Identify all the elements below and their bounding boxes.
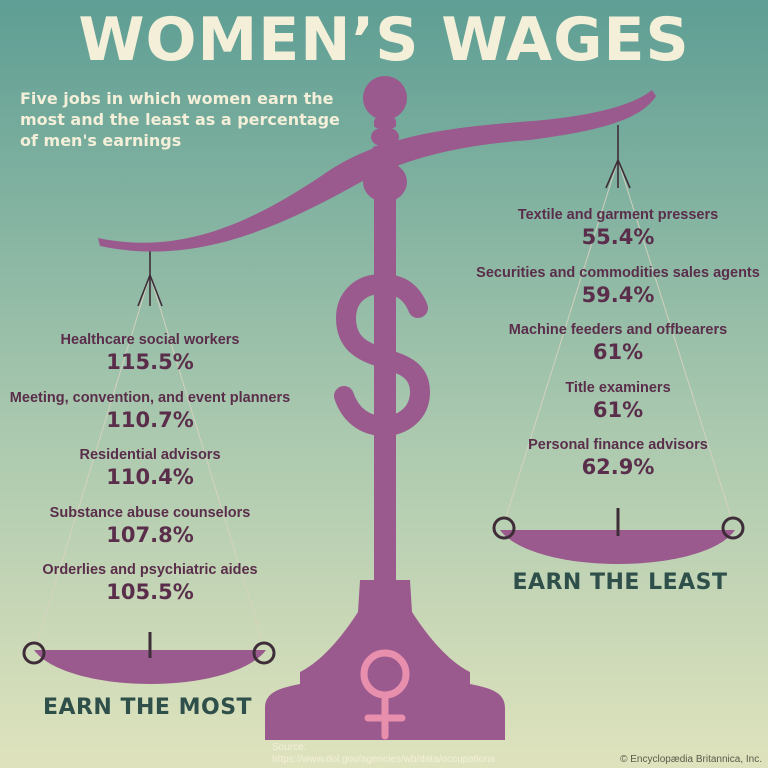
- data-item: Personal finance advisors 62.9%: [468, 436, 768, 481]
- dollar-sign-icon: [334, 273, 431, 437]
- wage-percentage: 61%: [592, 340, 644, 364]
- female-symbol-icon: [360, 649, 410, 740]
- data-item: Machine feeders and offbearers 61%: [468, 321, 768, 366]
- data-item: Meeting, convention, and event planners 1…: [0, 389, 300, 434]
- balance-scale-icon: [22, 76, 745, 740]
- data-item: Substance abuse counselors 107.8%: [0, 504, 300, 549]
- page-title: WOMEN’S WAGES: [78, 5, 690, 75]
- job-label: Substance abuse counselors: [49, 504, 251, 521]
- source-label: Source:: [272, 742, 307, 753]
- job-label: Textile and garment pressers: [517, 207, 719, 223]
- job-label: Orderlies and psychiatric aides: [42, 562, 258, 578]
- data-item: Title examiners 61%: [468, 379, 768, 424]
- earn-least-title: EARN THE LEAST: [512, 570, 728, 595]
- job-label: Machine feeders and offbearers: [508, 322, 728, 338]
- wage-percentage: 107.8%: [106, 522, 194, 547]
- data-item: Residential advisors 110.4%: [0, 446, 300, 491]
- data-item: Securities and commodities sales agents 5…: [468, 264, 768, 309]
- data-item: Healthcare social workers 115.5%: [0, 331, 300, 376]
- job-label: Healthcare social workers: [60, 332, 240, 348]
- wage-percentage: 115.5%: [106, 350, 194, 374]
- wage-percentage: 62.9%: [581, 455, 655, 479]
- subtitle: Five jobs in which women earn the most a…: [20, 89, 340, 150]
- job-label: Title examiners: [565, 379, 671, 396]
- earn-most-title: EARN THE MOST: [42, 695, 253, 720]
- source-note: Source: https://www.dol.gov/agencies/wb/…: [272, 742, 495, 766]
- data-item: Orderlies and psychiatric aides 105.5%: [0, 561, 300, 606]
- wage-percentage: 61%: [592, 397, 644, 422]
- data-item: Textile and garment pressers 55.4%: [468, 206, 768, 251]
- job-label: Meeting, convention, and event planners: [9, 389, 291, 406]
- wage-percentage: 55.4%: [581, 225, 655, 249]
- job-label: Residential advisors: [79, 447, 221, 463]
- copyright-credit: © Encyclopædia Britannica, Inc.: [620, 754, 762, 765]
- job-label: Personal finance advisors: [528, 437, 708, 453]
- wage-percentage: 110.4%: [106, 465, 194, 489]
- source-url: https://www.dol.gov/agencies/wb/data/occ…: [272, 754, 495, 765]
- wage-percentage: 105.5%: [106, 580, 194, 604]
- wage-percentage: 110.7%: [106, 407, 194, 432]
- wage-percentage: 59.4%: [581, 282, 655, 307]
- job-label: Securities and commodities sales agents: [476, 264, 760, 281]
